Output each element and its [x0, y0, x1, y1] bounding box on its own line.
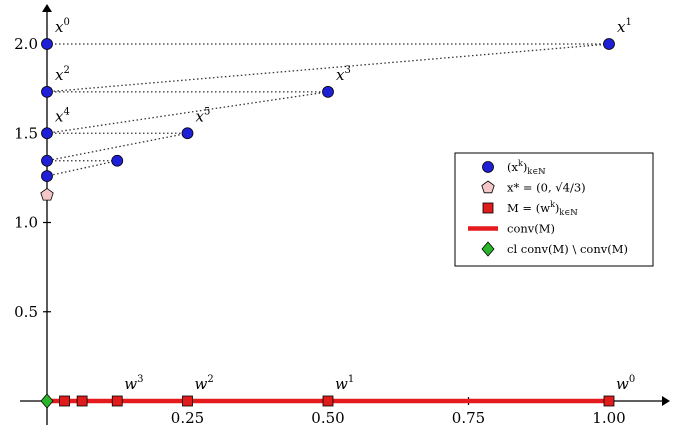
x-label-5: x5	[196, 106, 211, 125]
x-point-8	[41, 170, 53, 182]
x-label-3: x3	[336, 65, 351, 84]
x-star-pentagon	[40, 187, 54, 201]
x-point-3	[322, 85, 334, 98]
x-point-1	[603, 38, 615, 50]
legend-marker-xstar	[481, 180, 495, 194]
w-label-0: w0	[616, 374, 635, 393]
w-label-3: w3	[124, 374, 143, 393]
x-label-2: x2	[55, 65, 70, 84]
legend: (xk)k∈ℕ x* = (0, √4/3) M = (wk)k∈ℕ conv(M) c…	[454, 152, 654, 267]
x-axis-arrow	[662, 396, 670, 406]
legend-label-0: (xk)k∈ℕ	[507, 159, 545, 176]
w-point-1	[322, 395, 334, 407]
x-point-4	[41, 127, 53, 140]
legend-label-1: x* = (0, √4/3)	[507, 181, 586, 195]
y-axis-arrow	[42, 4, 52, 12]
y-tick-label-1: 1.0	[14, 214, 38, 232]
data-points	[40, 38, 615, 409]
x-point-5	[181, 127, 194, 140]
point-labels: w0 w1 w2 w3 x0 x1 x2 x3 x4 x5	[55, 17, 635, 393]
legend-marker-x	[482, 161, 494, 173]
dotted-links	[46, 43, 610, 177]
x-label-4: x4	[55, 106, 70, 125]
x-tick-label-1: 0.50	[311, 409, 344, 427]
legend-marker-w	[482, 202, 494, 214]
x-point-0	[41, 38, 53, 50]
y-tick-label-2: 1.5	[14, 124, 38, 142]
legend-label-2: M = (wk)k∈ℕ	[507, 200, 578, 217]
dotted-link-1	[46, 43, 610, 93]
y-tick-label-0: 0.5	[14, 303, 38, 321]
x-tick-label-0: 0.25	[171, 409, 204, 427]
w-point-5	[59, 395, 70, 407]
w-point-0	[603, 395, 615, 407]
dotted-link-3	[46, 91, 329, 134]
y-tick-label-3: 2.0	[14, 35, 38, 53]
x-label-1: x1	[617, 17, 632, 36]
w-point-3	[111, 395, 123, 407]
w-point-4	[76, 395, 88, 407]
w-label-2: w2	[195, 374, 214, 393]
legend-label-3: conv(M)	[507, 222, 555, 236]
x-point-6	[41, 154, 53, 167]
w-label-1: w1	[335, 374, 354, 393]
dotted-link-7	[46, 160, 118, 177]
x-tick-label-3: 1.00	[592, 409, 625, 427]
x-label-0: x0	[55, 17, 70, 36]
x-point-7	[111, 154, 124, 167]
legend-marker-closure	[481, 241, 495, 257]
closure-diamond	[40, 393, 54, 409]
legend-label-4: cl conv(M) \ conv(M)	[507, 242, 628, 256]
w-point-2	[182, 395, 193, 407]
x-tick-label-2: 0.75	[452, 409, 485, 427]
x-point-2	[41, 85, 53, 98]
